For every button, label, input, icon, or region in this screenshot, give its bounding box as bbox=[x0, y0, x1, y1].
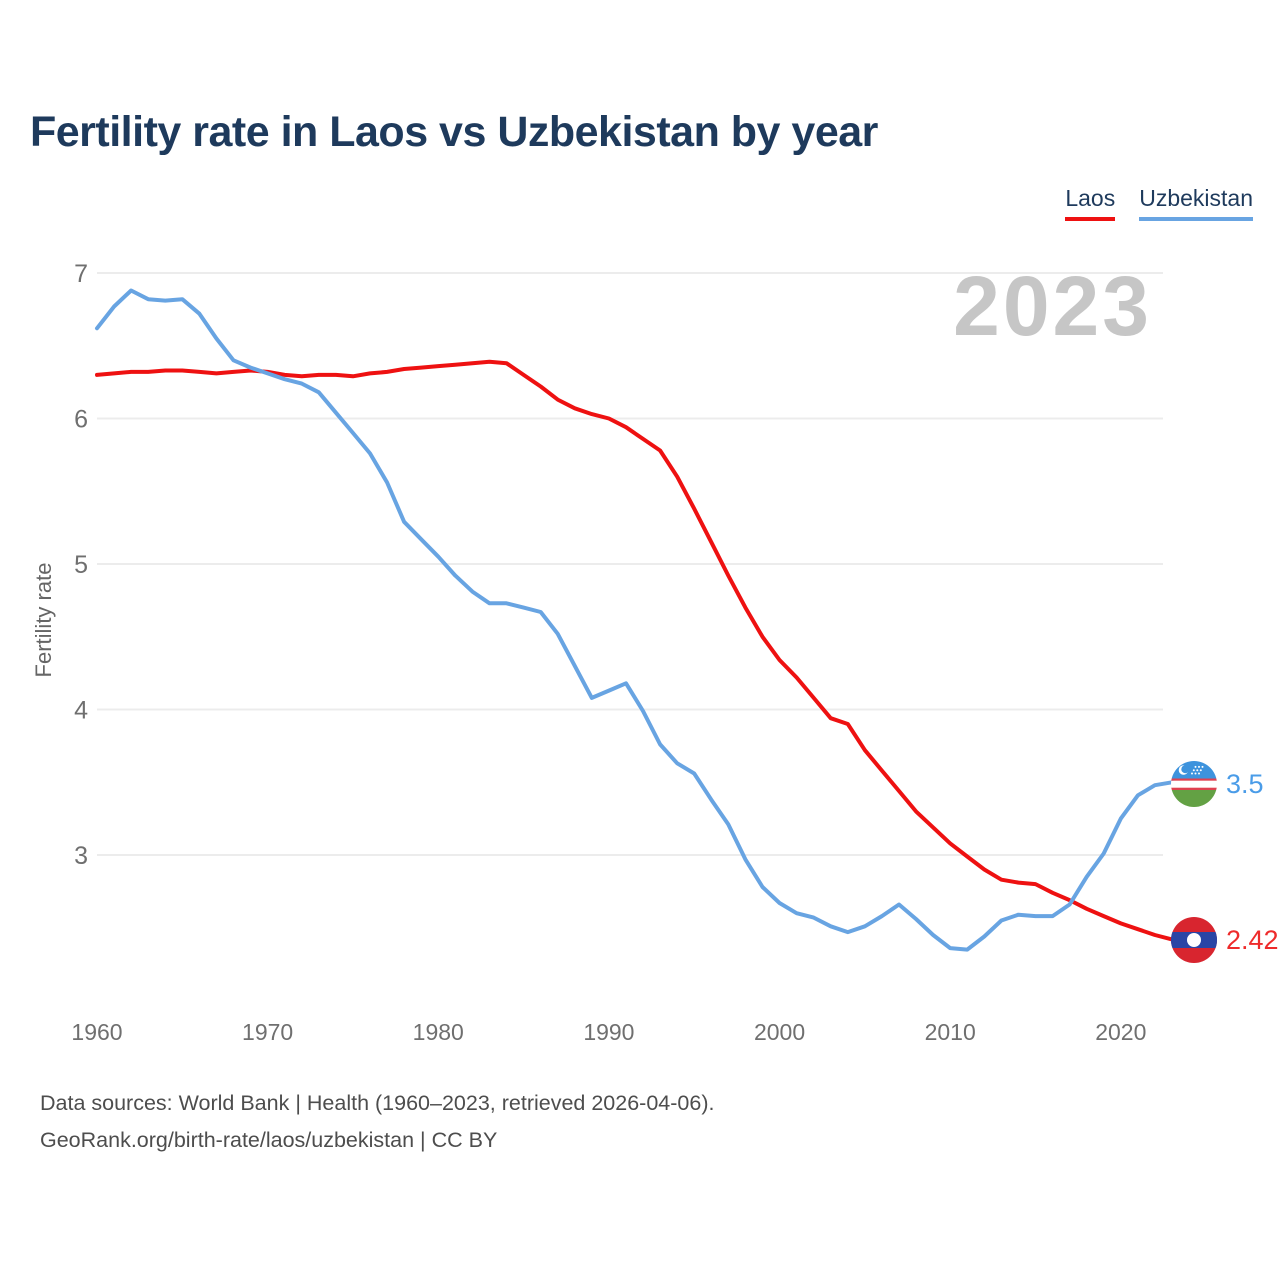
legend-item-laos[interactable]: Laos bbox=[1065, 185, 1116, 221]
x-tick-label: 2000 bbox=[754, 1019, 805, 1045]
x-tick-label: 1970 bbox=[242, 1019, 293, 1045]
laos-flag-icon bbox=[1171, 917, 1217, 963]
data-sources-line: Data sources: World Bank | Health (1960–… bbox=[40, 1091, 715, 1115]
x-tick-label: 2020 bbox=[1095, 1019, 1146, 1045]
footer: Data sources: World Bank | Health (1960–… bbox=[40, 1085, 714, 1159]
x-tick-label: 2010 bbox=[925, 1019, 976, 1045]
attribution-line: GeoRank.org/birth-rate/laos/uzbekistan |… bbox=[40, 1128, 498, 1152]
uzbekistan-end-value: 3.5 bbox=[1226, 768, 1264, 799]
laos-end-label: 2.42 bbox=[1171, 917, 1279, 963]
uzbekistan-flag-icon bbox=[1171, 761, 1217, 807]
x-tick-label: 1980 bbox=[413, 1019, 464, 1045]
uzbekistan-end-label: 3.5 bbox=[1171, 761, 1264, 807]
y-tick-label: 4 bbox=[74, 697, 88, 725]
y-tick-label: 6 bbox=[74, 406, 88, 434]
uzbekistan-series-line[interactable] bbox=[95, 288, 1174, 952]
legend: Laos Uzbekistan bbox=[1065, 185, 1253, 221]
y-tick-label: 3 bbox=[74, 842, 88, 870]
x-tick-label: 1990 bbox=[583, 1019, 634, 1045]
y-tick-label: 7 bbox=[74, 260, 88, 288]
laos-series-line[interactable] bbox=[95, 359, 1174, 942]
y-tick-label: 5 bbox=[74, 551, 88, 579]
page-title: Fertility rate in Laos vs Uzbekistan by … bbox=[30, 108, 878, 156]
legend-item-uzbekistan[interactable]: Uzbekistan bbox=[1139, 185, 1253, 221]
x-tick-label: 1960 bbox=[71, 1019, 122, 1045]
laos-end-value: 2.42 bbox=[1226, 924, 1279, 955]
year-watermark: 2023 bbox=[953, 259, 1152, 353]
